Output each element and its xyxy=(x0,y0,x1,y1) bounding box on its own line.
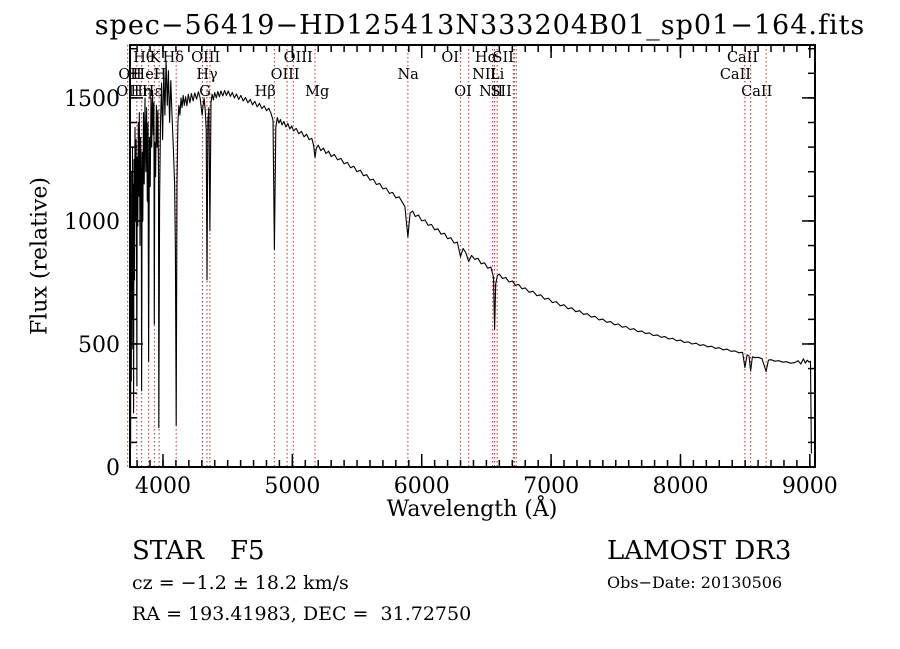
spectrum-curve xyxy=(129,60,812,454)
x-tick-label: 4000 xyxy=(135,474,191,499)
spectral-line-label: Na xyxy=(397,67,419,83)
spectral-line-label: HeI xyxy=(133,67,160,83)
subclass-text: F5 xyxy=(230,536,265,566)
spectral-line-label: CaII xyxy=(720,67,751,83)
spectral-line-label: NII xyxy=(472,67,496,83)
ra-dec-text: RA = 193.41983, DEC = 31.72750 xyxy=(132,603,472,625)
spectral-line-label: K xyxy=(150,50,162,66)
spectral-line-label: CaII xyxy=(727,50,758,66)
spectral-line-label: Hη xyxy=(130,84,151,100)
cz-velocity-text: cz = −1.2 ± 18.2 km/s xyxy=(132,572,349,594)
object-class-text: STAR xyxy=(132,536,205,566)
spectral-line-label: OII xyxy=(116,84,139,100)
survey-release-text: LAMOST DR3 xyxy=(607,536,792,566)
x-axis-label: Wavelength (Å) xyxy=(386,497,558,522)
spectral-line-label: Hθ xyxy=(133,50,154,66)
y-tick-label: 1000 xyxy=(64,210,120,235)
x-tick-label: 7000 xyxy=(523,474,579,499)
x-tick-label: 8000 xyxy=(652,474,708,499)
y-tick-label: 500 xyxy=(78,333,120,358)
spectral-line-label: Mg xyxy=(305,84,329,100)
x-tick-label: 9000 xyxy=(782,474,838,499)
spectral-line-label: Hδ xyxy=(163,50,184,66)
spectral-line-label: OII xyxy=(118,67,141,83)
plot-frame xyxy=(129,44,816,468)
spectral-line-label: Li xyxy=(490,67,505,83)
spectral-line-label: SII xyxy=(493,50,514,66)
y-tick-label: 0 xyxy=(106,456,120,481)
spectral-line-label: CaII xyxy=(741,84,772,100)
spectral-line-label: Hα xyxy=(475,50,498,66)
spectral-line-label: Hβ xyxy=(255,84,276,100)
obs-date-text: Obs−Date: 20130506 xyxy=(607,573,783,592)
spectral-line-label: OIII xyxy=(191,50,220,66)
spectral-line-label: OI xyxy=(441,50,459,66)
spectral-line-label: SII xyxy=(490,84,511,100)
y-axis-label: Flux (relative) xyxy=(27,176,53,336)
x-tick-label: 6000 xyxy=(394,474,450,499)
spectrum-title: spec−56419−HD125413N333204B01_sp01−164.f… xyxy=(94,10,866,41)
spectral-line-label: OIII xyxy=(271,67,300,83)
spectral-line-label: NII xyxy=(479,84,503,100)
spectral-line-label: Hγ xyxy=(196,67,217,83)
spectral-line-label: G xyxy=(199,84,211,100)
spectral-line-label: OI xyxy=(454,84,472,100)
spectral-line-label: OIII xyxy=(284,50,313,66)
x-tick-label: 5000 xyxy=(264,474,320,499)
y-tick-label: 1500 xyxy=(64,87,120,112)
